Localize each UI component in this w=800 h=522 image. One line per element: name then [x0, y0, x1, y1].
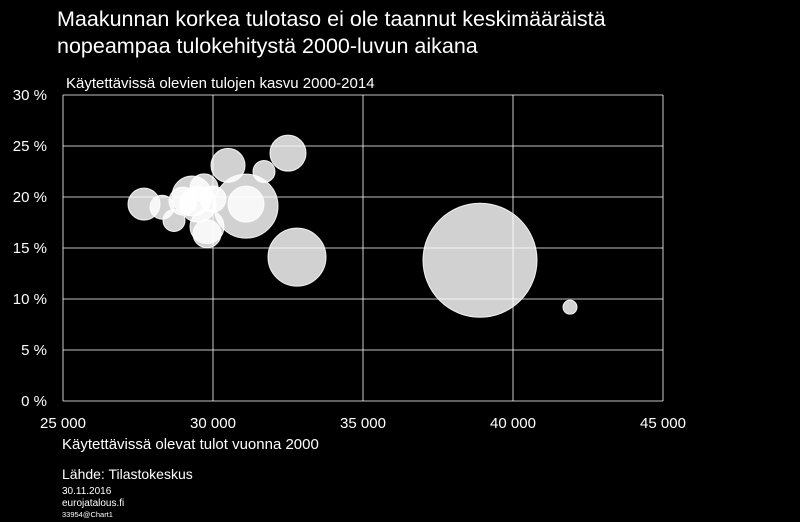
source-text: Lähde: Tilastokeskus — [62, 466, 193, 482]
bubble-point — [210, 147, 246, 183]
y-tick-label: 30 % — [13, 87, 47, 104]
x-axis-label: Käytettävissä olevat tulot vuonna 2000 — [62, 436, 319, 453]
x-tick-label: 25 000 — [40, 415, 86, 432]
y-tick-label: 0 % — [21, 393, 47, 410]
chart-title: Maakunnan korkea tulotaso ei ole taannut… — [57, 6, 777, 60]
bubble-point — [562, 299, 578, 315]
chart-code-text: 33954@Chart1 — [62, 510, 113, 519]
y-axis-label: Käytettävissä olevien tulojen kasvu 2000… — [66, 75, 375, 92]
x-tick-label: 35 000 — [340, 415, 386, 432]
y-tick-label: 20 % — [13, 189, 47, 206]
bubble-point — [162, 208, 186, 232]
bubble-point — [269, 134, 307, 172]
y-tick-label: 15 % — [13, 240, 47, 257]
bubble-point — [252, 160, 276, 183]
date-text: 30.11.2016 — [62, 486, 112, 497]
x-tick-label: 40 000 — [490, 415, 536, 432]
title-line-2: nopeampaa tulokehitystä 2000-luvun aikan… — [57, 34, 478, 58]
y-tick-label: 10 % — [13, 291, 47, 308]
x-tick-label: 45 000 — [640, 415, 686, 432]
bubble-point — [267, 227, 327, 287]
bubble-point — [199, 185, 227, 213]
title-line-1: Maakunnan korkea tulotaso ei ole taannut… — [57, 7, 606, 31]
bubble-point — [227, 185, 265, 223]
y-tick-label: 5 % — [21, 342, 47, 359]
x-tick-label: 30 000 — [190, 415, 236, 432]
y-tick-label: 25 % — [13, 138, 47, 155]
bubble-point — [192, 219, 222, 249]
site-text: eurojatalous.fi — [62, 498, 125, 509]
bubble-point — [422, 202, 538, 318]
